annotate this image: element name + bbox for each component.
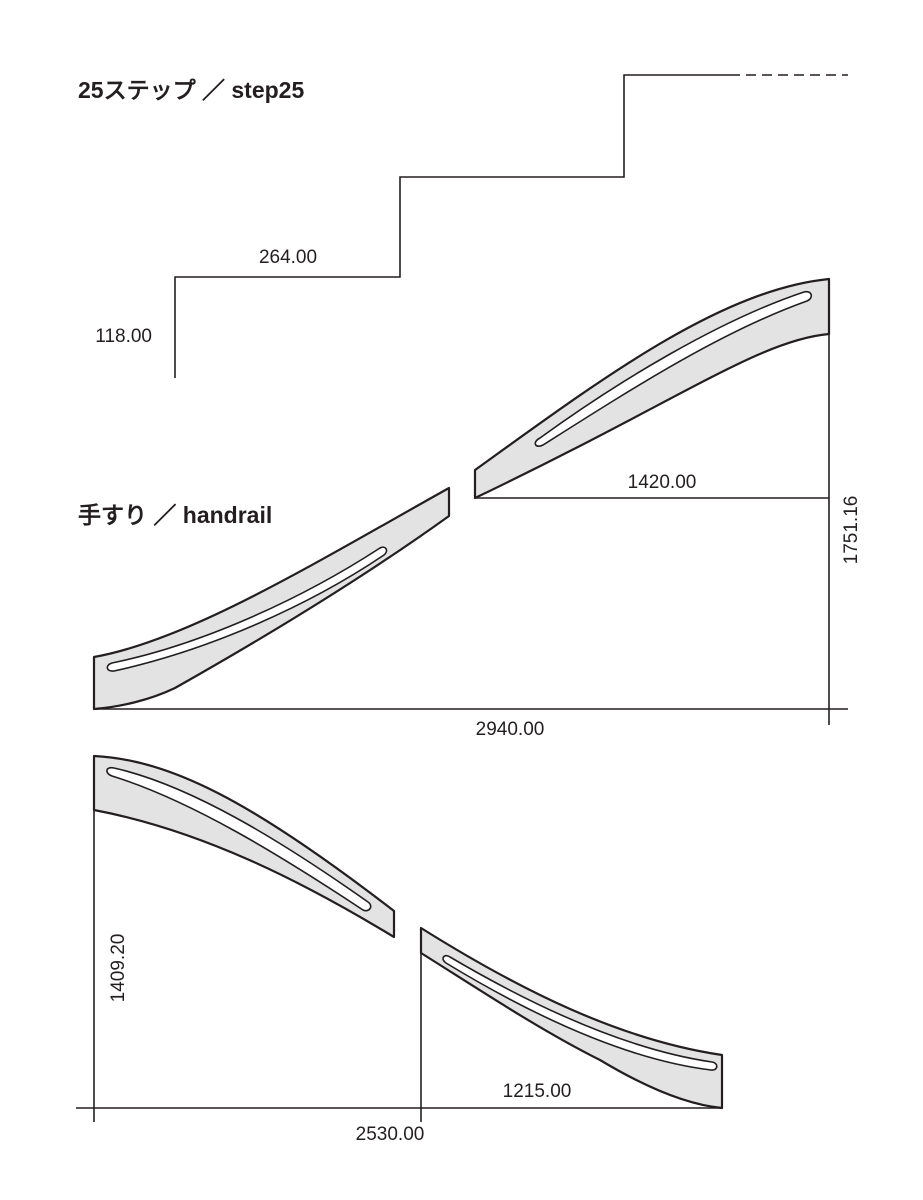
lower-rail-right-slot bbox=[442, 954, 718, 1071]
upper-rail-left-piece bbox=[92, 486, 451, 711]
upper-rise-dimension: 1751.16 bbox=[841, 496, 862, 565]
step-profile bbox=[174, 74, 730, 378]
handrail-section-title: 手すり ／ handrail bbox=[78, 502, 272, 528]
upper-handrail: 1420.00 1751.16 2940.00 bbox=[92, 277, 862, 740]
tread-dimension: 264.00 bbox=[259, 247, 317, 268]
lower-drop-dimension: 1409.20 bbox=[108, 934, 129, 1003]
lower-segment-run-dimension: 1215.00 bbox=[503, 1081, 572, 1102]
lower-handrail: 1409.20 1215.00 2530.00 bbox=[76, 754, 724, 1145]
upper-rail-right-piece bbox=[473, 277, 831, 500]
lower-rail-right-piece bbox=[419, 926, 724, 1110]
step-section-title: 25ステップ ／ step25 bbox=[78, 77, 304, 103]
lower-run-dimension: 2530.00 bbox=[356, 1124, 425, 1145]
upper-rail-right-slot bbox=[534, 290, 813, 447]
lower-rail-left-piece bbox=[92, 754, 396, 939]
upper-segment-run-dimension: 1420.00 bbox=[628, 472, 697, 493]
upper-rail-left-slot bbox=[106, 546, 388, 672]
riser-dimension: 118.00 bbox=[95, 326, 152, 347]
upper-run-dimension: 2940.00 bbox=[476, 719, 545, 740]
step-section: 25ステップ ／ step25 118.00 264.00 bbox=[78, 74, 848, 378]
lower-rail-left-slot bbox=[106, 766, 372, 912]
